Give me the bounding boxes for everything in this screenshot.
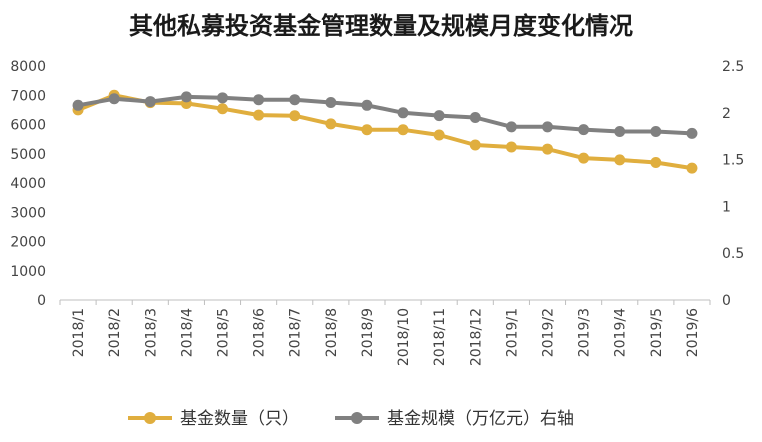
series-line-fund-size bbox=[77, 94, 693, 136]
legend-label-fund-size: 基金规模（万亿元）右轴 bbox=[387, 409, 574, 429]
y-right-tick-label: 1 bbox=[722, 199, 731, 215]
data-point-fund-size bbox=[180, 91, 192, 103]
x-tick-label: 2018/10 bbox=[396, 308, 412, 366]
data-point-fund-size bbox=[253, 94, 265, 106]
legend: 基金数量（只） 基金规模（万亿元）右轴 bbox=[128, 409, 574, 429]
y-left-tick-label: 3000 bbox=[10, 205, 46, 221]
y-left-tick-label: 2000 bbox=[10, 235, 46, 251]
data-point-fund-size bbox=[578, 124, 590, 136]
y-left-tick-label: 4000 bbox=[10, 176, 46, 192]
y-left-tick-label: 1000 bbox=[10, 264, 46, 280]
data-point-fund-size bbox=[217, 92, 228, 104]
x-tick-label: 2018/1 bbox=[71, 308, 87, 357]
data-point-fund-count bbox=[542, 143, 553, 155]
series-layer bbox=[72, 89, 698, 174]
y-left-tick-label: 5000 bbox=[10, 147, 46, 163]
y-right-tick-label: 2.5 bbox=[722, 59, 744, 75]
data-point-fund-count bbox=[361, 124, 373, 136]
legend-marker-fund-size bbox=[351, 412, 363, 424]
data-point-fund-count bbox=[650, 157, 662, 169]
y-left-tick-label: 6000 bbox=[10, 118, 46, 134]
x-tick-label: 2019/2 bbox=[541, 308, 557, 357]
x-tick-label: 2019/6 bbox=[685, 308, 701, 357]
x-tick-label: 2019/1 bbox=[504, 308, 520, 357]
data-point-fund-size bbox=[397, 107, 409, 119]
y-left-tick-label: 0 bbox=[37, 293, 46, 309]
data-point-fund-size bbox=[108, 93, 120, 105]
data-point-fund-count bbox=[433, 129, 445, 141]
data-point-fund-size bbox=[72, 99, 84, 111]
x-tick-label: 2018/4 bbox=[179, 308, 195, 357]
data-point-fund-size bbox=[686, 127, 698, 139]
data-point-fund-size bbox=[650, 126, 662, 138]
legend-label-fund-count: 基金数量（只） bbox=[180, 409, 299, 429]
x-tick-label: 2018/12 bbox=[468, 308, 484, 366]
data-point-fund-size bbox=[144, 96, 156, 108]
y-right-tick-label: 1.5 bbox=[722, 153, 744, 169]
y-right-tick-label: 0 bbox=[722, 293, 731, 309]
x-tick-label: 2018/3 bbox=[143, 308, 159, 357]
data-point-fund-count bbox=[217, 103, 228, 115]
data-point-fund-size bbox=[433, 110, 445, 122]
y-left-tick-label: 7000 bbox=[10, 88, 46, 104]
data-point-fund-size bbox=[542, 121, 553, 133]
data-point-fund-count bbox=[397, 124, 409, 136]
data-point-fund-size bbox=[614, 126, 626, 138]
data-point-fund-size bbox=[469, 111, 481, 123]
data-point-fund-size bbox=[505, 121, 517, 133]
x-tick-label: 2018/5 bbox=[216, 308, 232, 357]
series-line-fund-count bbox=[77, 93, 693, 171]
data-point-fund-size bbox=[361, 99, 373, 111]
x-tick-label: 2018/11 bbox=[432, 308, 448, 366]
chart-title: 其他私募投资基金管理数量及规模月度变化情况 bbox=[129, 11, 633, 40]
data-point-fund-count bbox=[253, 109, 265, 121]
legend-marker-fund-count bbox=[144, 412, 156, 424]
x-tick-label: 2018/2 bbox=[107, 308, 123, 357]
x-tick-label: 2019/3 bbox=[577, 308, 593, 357]
x-tick-label: 2019/4 bbox=[613, 308, 629, 357]
x-tick-label: 2018/9 bbox=[360, 308, 376, 357]
data-point-fund-size bbox=[325, 97, 337, 109]
data-point-fund-count bbox=[325, 118, 337, 130]
data-point-fund-count bbox=[505, 141, 517, 153]
data-point-fund-size bbox=[289, 94, 301, 106]
data-point-fund-count bbox=[469, 139, 481, 151]
y-left-tick-label: 8000 bbox=[10, 59, 46, 75]
data-point-fund-count bbox=[289, 110, 301, 122]
x-tick-label: 2019/5 bbox=[649, 308, 665, 357]
x-tick-label: 2018/8 bbox=[324, 308, 340, 357]
data-point-fund-count bbox=[578, 152, 590, 164]
x-tick-label: 2018/6 bbox=[252, 308, 268, 357]
data-point-fund-count bbox=[686, 162, 698, 174]
y-right-tick-label: 0.5 bbox=[722, 246, 744, 262]
y-right-tick-label: 2 bbox=[722, 106, 731, 122]
axes-layer: 0 1000 2000 3000 4000 5000 6000 7000 8000 0 0.5 1 1.… bbox=[10, 59, 744, 366]
data-point-fund-count bbox=[614, 154, 626, 166]
x-tick-label: 2018/7 bbox=[288, 308, 304, 357]
